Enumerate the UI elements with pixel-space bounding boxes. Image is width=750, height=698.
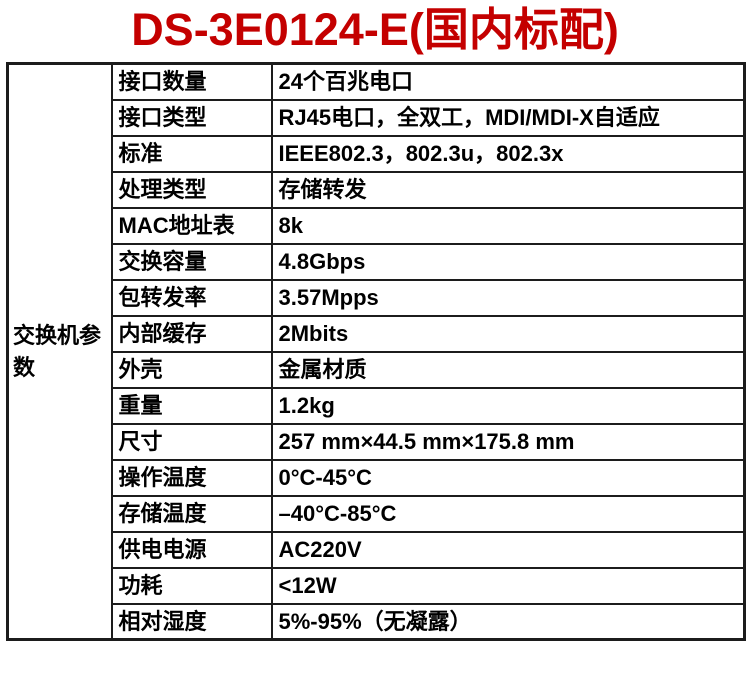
spec-label: 相对湿度 — [110, 602, 273, 641]
table-row: 尺寸 257 mm×44.5 mm×175.8 mm — [8, 422, 746, 461]
spec-label: 接口类型 — [110, 98, 273, 137]
spec-label: 接口数量 — [110, 62, 273, 101]
spec-value: 24个百兆电口 — [270, 62, 746, 101]
table-row: 相对湿度 5%-95%（无凝露） — [8, 602, 746, 641]
spec-value: 5%-95%（无凝露） — [270, 602, 746, 641]
table-row: 交换机参数 接口数量 24个百兆电口 — [6, 62, 746, 641]
table-row: 接口类型 RJ45电口，全双工，MDI/MDI-X自适应 — [8, 98, 746, 137]
spec-value: 金属材质 — [270, 350, 746, 389]
table-row: 处理类型 存储转发 — [8, 170, 746, 209]
spec-value: 4.8Gbps — [270, 242, 746, 281]
spec-label: 供电电源 — [110, 530, 273, 569]
spec-label: 重量 — [110, 386, 273, 425]
spec-table: 交换机参数 接口数量 24个百兆电口 接口类型 RJ45电口，全双工，MDI/MD… — [6, 62, 746, 642]
spec-label: 交换容量 — [110, 242, 273, 281]
spec-label: 处理类型 — [110, 170, 273, 209]
spec-sheet: DS-3E0124-E(国内标配) 交换机参数 接口数量 24个百兆电口 接口类型… — [0, 4, 750, 642]
table-row: 操作温度 0°C-45°C — [8, 458, 746, 497]
spec-value: –40°C-85°C — [270, 494, 746, 533]
spec-label: 尺寸 — [110, 422, 273, 461]
spec-value: 3.57Mpps — [270, 278, 746, 317]
spec-label: 内部缓存 — [110, 314, 273, 353]
spec-table-body: 交换机参数 接口数量 24个百兆电口 接口类型 RJ45电口，全双工，MDI/MD… — [6, 62, 746, 641]
spec-label: 包转发率 — [110, 278, 273, 317]
spec-value: 0°C-45°C — [270, 458, 746, 497]
table-row: 供电电源 AC220V — [8, 530, 746, 569]
spec-label: 外壳 — [110, 350, 273, 389]
table-row: 外壳 金属材质 — [8, 350, 746, 389]
table-row: 功耗 <12W — [8, 566, 746, 605]
spec-value: 存储转发 — [270, 170, 746, 209]
spec-value: RJ45电口，全双工，MDI/MDI-X自适应 — [270, 98, 746, 137]
spec-label: MAC地址表 — [110, 206, 273, 245]
spec-value: 257 mm×44.5 mm×175.8 mm — [270, 422, 746, 461]
spec-label: 存储温度 — [110, 494, 273, 533]
spec-label: 操作温度 — [110, 458, 273, 497]
table-row: 标准 IEEE802.3，802.3u，802.3x — [8, 134, 746, 173]
table-row: 存储温度 –40°C-85°C — [8, 494, 746, 533]
spec-value: AC220V — [270, 530, 746, 569]
table-row: 包转发率 3.57Mpps — [8, 278, 746, 317]
table-row: 重量 1.2kg — [8, 386, 746, 425]
table-row: MAC地址表 8k — [8, 206, 746, 245]
group-cell: 交换机参数 — [6, 62, 113, 641]
table-row: 内部缓存 2Mbits — [8, 314, 746, 353]
spec-label: 功耗 — [110, 566, 273, 605]
spec-value: 8k — [270, 206, 746, 245]
spec-label: 标准 — [110, 134, 273, 173]
spec-value: 2Mbits — [270, 314, 746, 353]
spec-value: 1.2kg — [270, 386, 746, 425]
page-title: DS-3E0124-E(国内标配) — [131, 4, 619, 55]
spec-value: IEEE802.3，802.3u，802.3x — [270, 134, 746, 173]
table-row: 交换容量 4.8Gbps — [8, 242, 746, 281]
spec-value: <12W — [270, 566, 746, 605]
